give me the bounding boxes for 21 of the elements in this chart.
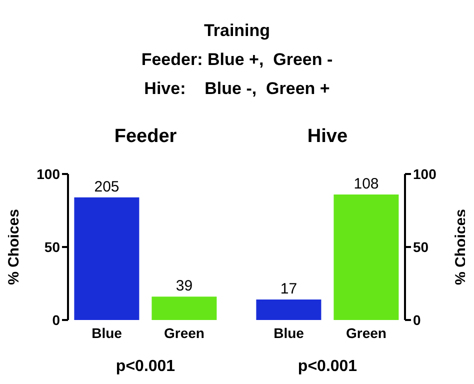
annotation: 205 [94, 178, 120, 196]
text: Feeder: Blue +, Green - [140, 49, 334, 71]
annotation: 17 [280, 280, 298, 298]
y-tick-label: 100 [413, 166, 437, 182]
chart-title: Feeder [113, 126, 178, 148]
x-tick-label: Blue [92, 324, 122, 341]
text: p<0.001 [114, 358, 176, 376]
x-tick-label: Blue [274, 324, 304, 341]
y-tick-label: 50 [44, 238, 60, 255]
chart-title: Hive [306, 126, 349, 148]
x-tick-label: Green [346, 324, 386, 341]
y-tick-label: 100 [36, 166, 60, 182]
annotation: 39 [176, 278, 193, 295]
x-tick-label: Green [164, 324, 204, 341]
annotation: 108 [354, 175, 379, 192]
y-tick-label: 0 [52, 312, 60, 328]
text: Training [202, 20, 272, 42]
text: p<0.001 [296, 358, 358, 376]
y-tick-label: 0 [413, 312, 421, 328]
y-tick-label: 50 [413, 238, 429, 255]
text: Hive: Blue -, Green + [143, 78, 331, 100]
